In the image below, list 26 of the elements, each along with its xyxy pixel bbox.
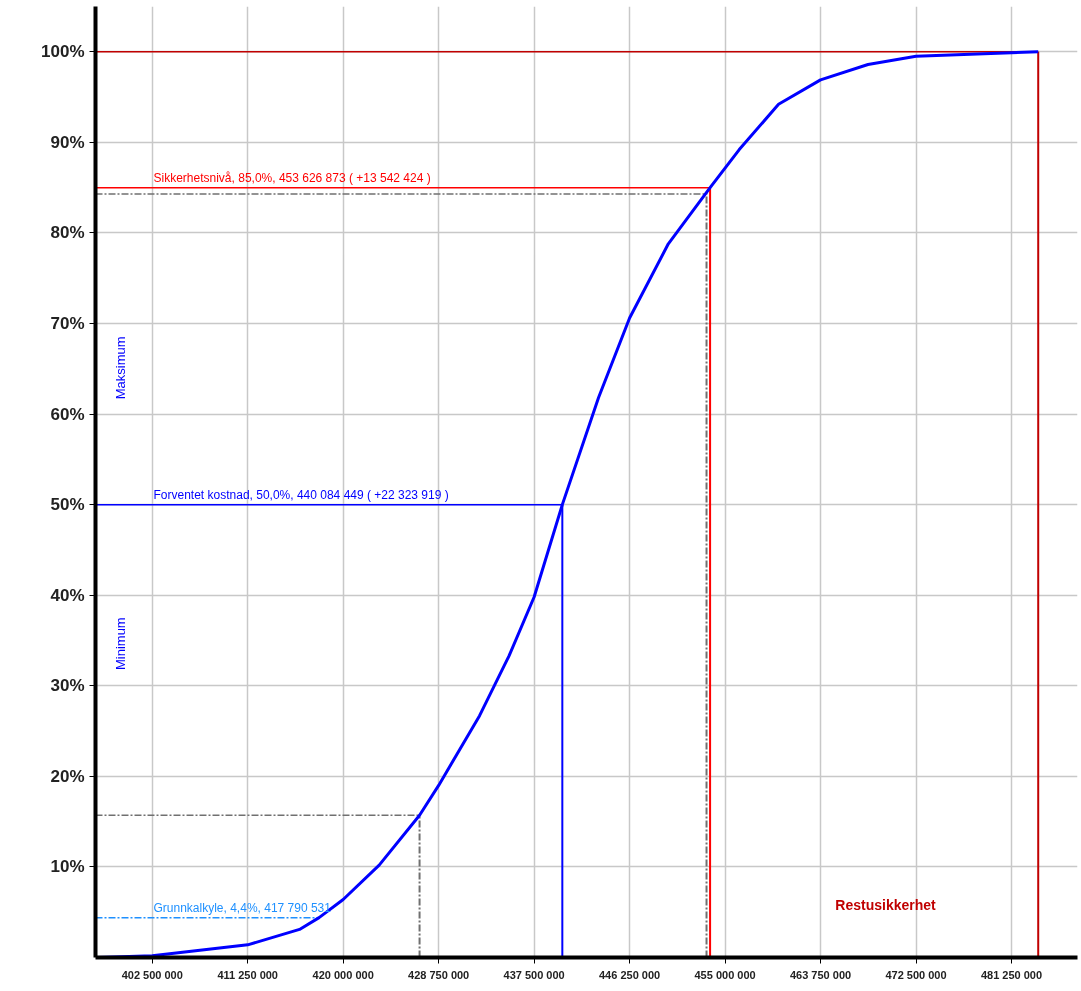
x-tick-label: 481 250 000 [980, 968, 1043, 981]
y-tick-label: 20% [50, 766, 85, 786]
x-tick-label: 402 500 000 [121, 968, 183, 981]
x-tick-label: 437 500 000 [503, 968, 565, 981]
x-tick-label: 420 000 000 [312, 968, 374, 981]
y-tick-label: 10% [50, 857, 85, 877]
y-tick-label: 100% [41, 42, 85, 62]
y-tick-label: 60% [50, 404, 85, 424]
annotation: Maksimum [113, 336, 128, 400]
y-tick-label: 40% [50, 585, 85, 605]
x-tick-label: 446 250 000 [599, 968, 661, 981]
y-tick-label: 30% [50, 676, 85, 696]
x-tick-label: 411 250 000 [217, 968, 279, 981]
annotation: Restusikkerhet [835, 897, 937, 914]
ref-line-label: Forventet kostnad, 50,0%, 440 084 449 ( +22 323 919 ) [153, 487, 449, 502]
x-tick-label: 472 500 000 [885, 968, 947, 981]
x-tick-label: 455 000 000 [694, 968, 756, 981]
y-tick-label: 70% [50, 314, 85, 333]
annotation: Minimum [113, 617, 128, 671]
y-tick-label: 80% [50, 223, 85, 243]
y-tick-label: 50% [50, 495, 85, 515]
y-tick-label: 90% [50, 132, 85, 152]
x-tick-label: 428 750 000 [408, 968, 470, 981]
ref-line-label: Sikkerhetsnivå, 85,0%, 453 626 873 ( +13 542 424 ) [153, 170, 431, 185]
ref-line-label: Grunnkalkyle, 4,4%, 417 790 531 [153, 900, 332, 915]
x-tick-label: 463 750 000 [789, 968, 852, 981]
